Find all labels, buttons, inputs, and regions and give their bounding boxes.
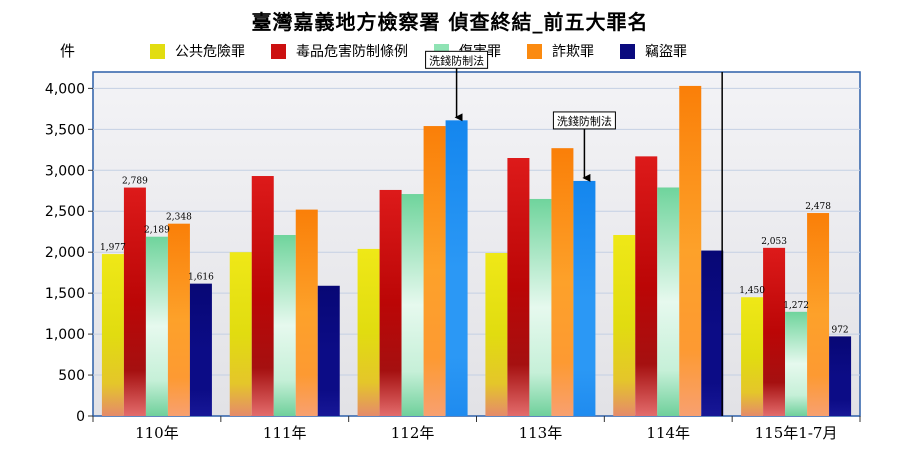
y-tick-label: 500 xyxy=(58,368,85,384)
bar-series-2-cat-2 xyxy=(251,176,274,416)
data-label: 1,977 xyxy=(100,243,126,253)
y-tick-label: 2,500 xyxy=(45,204,85,220)
bar-series-5-cat-6 xyxy=(829,336,852,416)
legend-item-series-2: 毒品危害防制條例 xyxy=(271,41,408,61)
bar-series-1-cat-4 xyxy=(485,253,508,416)
data-label: 2,053 xyxy=(761,237,787,247)
bar-series-2-cat-4 xyxy=(507,158,530,416)
bar-series-1-cat-2 xyxy=(229,252,252,416)
y-axis-unit-label: 件 xyxy=(60,42,76,60)
legend-swatch xyxy=(527,43,542,59)
bar-series-2-cat-6 xyxy=(763,247,786,416)
bar-series-2-cat-5 xyxy=(635,156,658,416)
x-tick-label: 114年 xyxy=(646,424,690,442)
bar-series-5-cat-2 xyxy=(317,285,340,416)
bar-series-2-cat-1 xyxy=(123,187,146,416)
x-tick-label: 110年 xyxy=(135,424,179,442)
bar-series-3-cat-2 xyxy=(273,234,296,416)
bar-series-4-cat-2 xyxy=(295,209,318,416)
bar-series-4-cat-4 xyxy=(551,148,574,416)
y-tick-label: 4,000 xyxy=(45,81,85,97)
data-label: 972 xyxy=(831,325,848,335)
annotation-label: 洗錢防制法 xyxy=(557,114,612,128)
annotation-label: 洗錢防制法 xyxy=(429,53,484,67)
data-label: 1,272 xyxy=(783,301,809,311)
legend-label: 毒品危害防制條例 xyxy=(296,44,408,60)
bar-series-4-cat-6 xyxy=(807,213,830,416)
bar-series-4-cat-3 xyxy=(423,126,446,417)
legend-label: 公共危險罪 xyxy=(175,44,245,60)
bar-series-3-cat-6 xyxy=(785,311,808,416)
bar-series-1-cat-1 xyxy=(101,254,124,416)
x-tick-label: 115年1-7月 xyxy=(755,424,838,442)
bar-series-5-cat-5 xyxy=(701,250,724,416)
bar-series-1-cat-6 xyxy=(741,297,764,416)
bar-series-3-cat-1 xyxy=(145,236,168,416)
bar-series-2-cat-3 xyxy=(379,189,402,416)
x-tick-label: 113年 xyxy=(519,424,563,442)
bar-series-3-cat-5 xyxy=(657,187,680,416)
x-tick-label: 112年 xyxy=(391,424,435,442)
y-tick-label: 1,500 xyxy=(45,286,85,302)
legend-swatch xyxy=(271,43,286,59)
x-tick-label: 111年 xyxy=(263,424,307,442)
bar-series-4-cat-1 xyxy=(167,223,190,416)
data-label: 2,189 xyxy=(144,226,170,236)
data-label: 2,478 xyxy=(805,202,831,212)
bar-series-1-cat-5 xyxy=(613,234,636,416)
chart-title: 臺灣嘉義地方檢察署 偵查終結_前五大罪名 xyxy=(251,10,649,34)
legend-swatch xyxy=(150,43,165,59)
bar-series-1-cat-3 xyxy=(357,248,380,416)
legend-item-series-4: 詐欺罪 xyxy=(527,41,594,61)
bar-series-4-cat-5 xyxy=(679,85,702,416)
y-tick-label: 3,000 xyxy=(45,163,85,179)
y-tick-label: 1,000 xyxy=(45,327,85,343)
legend-item-series-1: 公共危險罪 xyxy=(150,41,245,61)
data-label: 2,789 xyxy=(122,177,148,187)
bar-series-6-cat-4 xyxy=(573,180,596,416)
legend-item-series-5: 竊盜罪 xyxy=(620,41,687,61)
bar-series-3-cat-3 xyxy=(401,194,424,416)
y-tick-label: 2,000 xyxy=(45,245,85,261)
bar-series-5-cat-1 xyxy=(189,283,212,416)
y-tick-label: 0 xyxy=(76,409,85,425)
legend-label: 竊盜罪 xyxy=(645,44,687,60)
data-label: 1,616 xyxy=(188,273,214,283)
legend-label: 詐欺罪 xyxy=(552,44,594,60)
y-tick-label: 3,500 xyxy=(45,122,85,138)
bar-series-3-cat-4 xyxy=(529,198,552,416)
data-label: 1,450 xyxy=(739,286,765,296)
bar-series-6-cat-3 xyxy=(445,120,468,417)
data-label: 2,348 xyxy=(166,213,192,223)
legend-swatch xyxy=(620,43,635,59)
